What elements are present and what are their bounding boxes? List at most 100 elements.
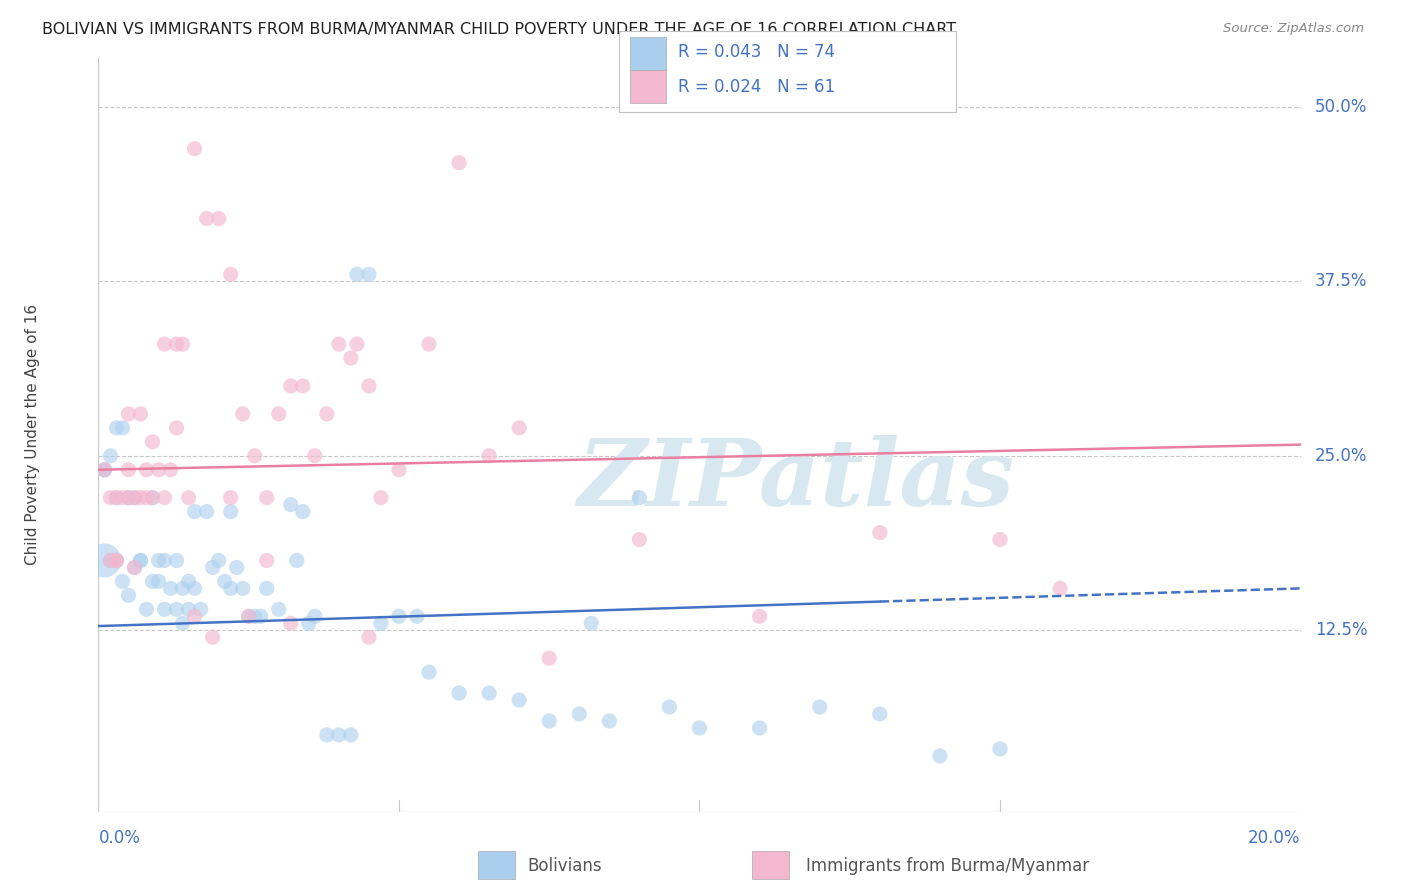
Point xyxy=(117,407,139,421)
Point xyxy=(111,574,134,589)
Point xyxy=(406,609,429,624)
Text: 20.0%: 20.0% xyxy=(1249,829,1301,847)
Point xyxy=(280,498,302,512)
Point xyxy=(219,505,242,519)
Text: ZIPatlas: ZIPatlas xyxy=(576,435,1014,525)
Point xyxy=(370,616,392,631)
Point xyxy=(111,491,134,505)
Text: R = 0.024   N = 61: R = 0.024 N = 61 xyxy=(678,78,835,95)
Point xyxy=(219,268,242,282)
Point xyxy=(748,609,770,624)
Point xyxy=(267,407,290,421)
Text: 25.0%: 25.0% xyxy=(1315,447,1368,465)
Point xyxy=(346,337,368,351)
Point xyxy=(93,553,115,567)
Text: 50.0%: 50.0% xyxy=(1315,98,1368,116)
Point xyxy=(267,602,290,616)
Point xyxy=(658,700,681,714)
Point xyxy=(304,609,326,624)
Point xyxy=(988,742,1011,756)
Point xyxy=(208,211,231,226)
Point xyxy=(478,449,501,463)
Point xyxy=(1049,582,1071,596)
Point xyxy=(195,505,218,519)
Point xyxy=(238,609,260,624)
Point xyxy=(124,560,146,574)
Point xyxy=(166,337,188,351)
Point xyxy=(93,463,115,477)
Point xyxy=(315,407,337,421)
Point xyxy=(370,491,392,505)
Point xyxy=(124,560,146,574)
Point xyxy=(148,574,170,589)
Point xyxy=(291,379,314,393)
Point xyxy=(148,463,170,477)
Point xyxy=(201,560,224,574)
Text: Immigrants from Burma/Myanmar: Immigrants from Burma/Myanmar xyxy=(806,857,1088,875)
Point xyxy=(183,505,205,519)
Point xyxy=(100,553,122,567)
Point xyxy=(129,491,152,505)
Point xyxy=(256,582,278,596)
Point xyxy=(141,491,163,505)
Point xyxy=(298,616,321,631)
Point xyxy=(357,379,380,393)
Point xyxy=(508,421,530,435)
Point xyxy=(166,602,188,616)
Point xyxy=(869,525,891,540)
Point xyxy=(172,582,194,596)
Point xyxy=(808,700,831,714)
Point xyxy=(357,268,380,282)
Point xyxy=(508,693,530,707)
Point xyxy=(238,609,260,624)
Point xyxy=(447,155,470,169)
Point xyxy=(100,491,122,505)
Point xyxy=(129,553,152,567)
Point xyxy=(748,721,770,735)
Point xyxy=(538,651,561,665)
Point xyxy=(124,491,146,505)
Point xyxy=(177,574,200,589)
Point xyxy=(129,407,152,421)
Point xyxy=(285,553,308,567)
Point xyxy=(219,491,242,505)
Point xyxy=(291,505,314,519)
Point xyxy=(141,434,163,449)
Point xyxy=(100,553,122,567)
Point xyxy=(105,491,128,505)
Point xyxy=(232,582,254,596)
Point xyxy=(256,491,278,505)
Point xyxy=(214,574,236,589)
Point xyxy=(153,602,176,616)
Point xyxy=(418,337,440,351)
Point xyxy=(581,616,603,631)
Point xyxy=(135,491,157,505)
Point xyxy=(346,268,368,282)
Point xyxy=(688,721,710,735)
Point xyxy=(153,491,176,505)
Text: 0.0%: 0.0% xyxy=(98,829,141,847)
Point xyxy=(141,574,163,589)
Point xyxy=(249,609,271,624)
Point xyxy=(190,602,212,616)
Point xyxy=(256,553,278,567)
Point xyxy=(105,421,128,435)
Point xyxy=(177,491,200,505)
Text: R = 0.043   N = 74: R = 0.043 N = 74 xyxy=(678,43,835,61)
Text: Source: ZipAtlas.com: Source: ZipAtlas.com xyxy=(1223,22,1364,36)
Point xyxy=(388,609,411,624)
Point xyxy=(172,337,194,351)
Point xyxy=(357,630,380,644)
Point xyxy=(598,714,620,728)
Point xyxy=(129,553,152,567)
Point xyxy=(628,491,651,505)
Point xyxy=(243,449,266,463)
Point xyxy=(340,351,363,365)
Point xyxy=(219,582,242,596)
Point xyxy=(172,616,194,631)
Point xyxy=(225,560,247,574)
Point xyxy=(105,491,128,505)
Point xyxy=(159,463,181,477)
Point xyxy=(159,582,181,596)
Point xyxy=(177,602,200,616)
